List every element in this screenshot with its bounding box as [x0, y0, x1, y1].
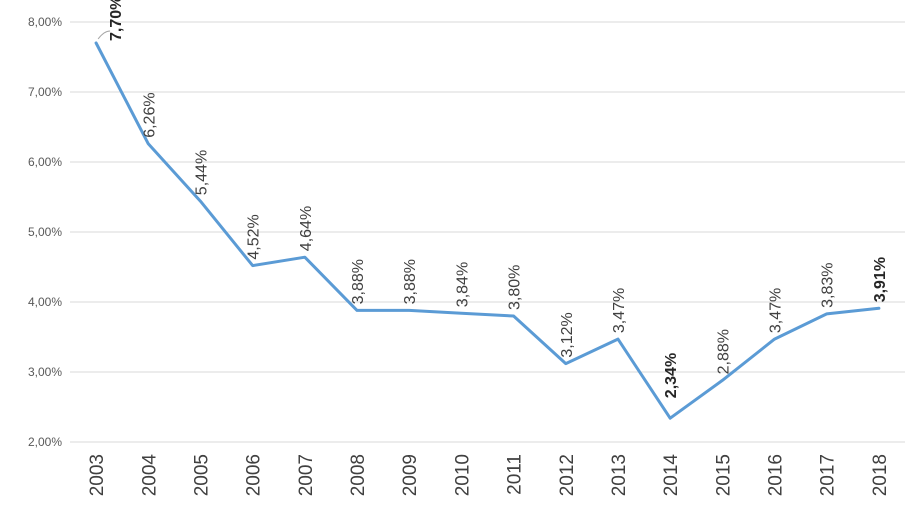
x-tick-label: 2009: [400, 454, 421, 496]
x-tick-label: 2008: [348, 454, 369, 496]
series-line-path: [94, 41, 881, 420]
x-tick-label: 2016: [766, 454, 787, 496]
data-label: 3,88%: [402, 259, 419, 304]
y-tick-label: 7,00%: [28, 85, 62, 99]
x-tick-label: 2012: [557, 454, 578, 496]
data-label: 4,64%: [298, 206, 315, 251]
x-tick-label: 2003: [87, 454, 108, 496]
x-axis: 2003 2004 2005 2006 2007 2008 2009 2010 2011 2012…: [87, 454, 891, 497]
y-tick-label: 8,00%: [28, 15, 62, 29]
y-tick-label: 5,00%: [28, 225, 62, 239]
y-axis: 2,00% 3,00% 4,00% 5,00% 6,00% 7,00% 8,00%: [28, 15, 62, 449]
x-tick-label: 2014: [661, 454, 682, 497]
x-tick-label: 2017: [818, 454, 839, 496]
data-label: 5,44%: [193, 150, 210, 195]
data-label: 3,12%: [559, 312, 576, 357]
y-tick-label: 2,00%: [28, 435, 62, 449]
x-tick-label: 2004: [139, 454, 160, 497]
x-tick-label: 2013: [609, 454, 630, 496]
data-label: 3,47%: [611, 288, 628, 333]
data-label: 4,52%: [246, 214, 263, 259]
data-label: 3,80%: [507, 265, 524, 310]
y-tick-label: 3,00%: [28, 365, 62, 379]
data-label: 3,88%: [350, 259, 367, 304]
y-tick-label: 4,00%: [28, 295, 62, 309]
data-label: 3,84%: [454, 262, 471, 307]
data-label: 7,70%: [108, 0, 125, 41]
y-tick-label: 6,00%: [28, 155, 62, 169]
data-labels: 7,70% 6,26% 5,44% 4,52% 4,64% 3,88% 3,88% 3,84%…: [97, 0, 889, 398]
data-label: 6,26%: [141, 92, 158, 137]
data-label: 2,88%: [715, 329, 732, 374]
gridlines: [70, 21, 905, 443]
x-tick-label: 2006: [244, 454, 265, 496]
data-label: 3,47%: [768, 288, 785, 333]
x-tick-label: 2007: [296, 454, 317, 496]
x-tick-label: 2015: [713, 454, 734, 496]
x-tick-label: 2005: [191, 454, 212, 496]
series-line: [94, 41, 881, 420]
x-tick-label: 2011: [505, 454, 526, 495]
data-label: 3,91%: [872, 257, 889, 302]
x-tick-label: 2018: [870, 454, 891, 496]
data-label: 3,83%: [820, 263, 837, 308]
leader-line: [97, 30, 111, 40]
x-tick-label: 2010: [452, 454, 473, 496]
data-label: 2,34%: [663, 353, 680, 398]
